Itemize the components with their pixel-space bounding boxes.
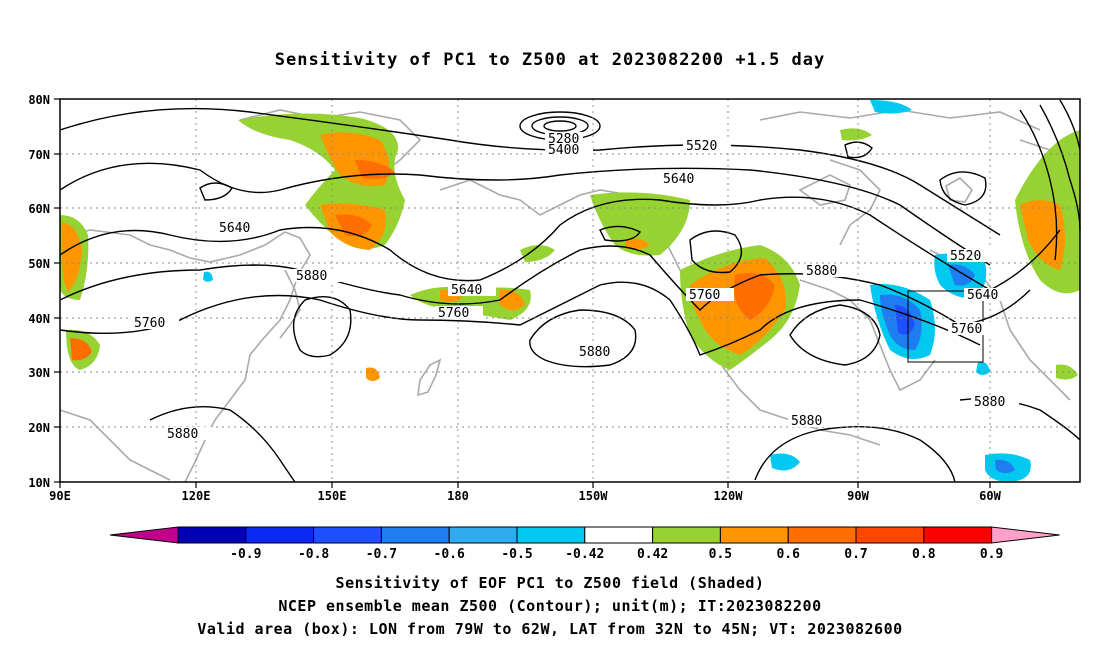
colorbar-swatch	[380, 526, 450, 544]
chart-title: Sensitivity of PC1 to Z500 at 2023082200…	[274, 50, 826, 70]
colorbar-label: -0.7	[366, 547, 397, 562]
colorbar-swatch	[245, 526, 315, 544]
contour-label: 5400	[548, 143, 579, 158]
caption-valid-area: Valid area (box): LON from 79W to 62W, L…	[197, 620, 903, 638]
contour-label: 5640	[663, 172, 694, 187]
colorbar-label: 0.42	[637, 547, 668, 562]
contour-label: 5640	[219, 221, 250, 236]
lon-label: 120W	[714, 489, 744, 503]
contour-label: 5640	[451, 283, 482, 298]
lat-label: 50N	[28, 257, 50, 271]
colorbar-swatch	[855, 526, 925, 544]
colorbar-label: 0.6	[776, 547, 800, 562]
contour-label: 5880	[791, 414, 822, 429]
gridlines	[60, 99, 1080, 482]
colorbar-swatch	[719, 526, 789, 544]
contour-label: 5760	[689, 288, 720, 303]
lon-label: 150W	[579, 489, 609, 503]
contour-label: 5760	[951, 322, 982, 337]
colorbar-label: -0.8	[298, 547, 329, 562]
lon-label: 90W	[847, 489, 869, 503]
lat-label: 40N	[28, 312, 50, 326]
contour-label: 5880	[296, 269, 327, 284]
caption-contour: NCEP ensemble mean Z500 (Contour); unit(…	[278, 597, 822, 615]
lat-label: 80N	[28, 93, 50, 107]
contour-label: 5760	[438, 306, 469, 321]
contour-label: 5880	[974, 395, 1005, 410]
colorbar-swatch	[584, 526, 654, 544]
colorbar-label: 0.7	[844, 547, 867, 562]
colorbar-label: -0.6	[434, 547, 465, 562]
lon-label: 120E	[182, 489, 211, 503]
lat-label: 10N	[28, 476, 50, 490]
lon-label: 90E	[49, 489, 71, 503]
colorbar-swatch	[177, 526, 247, 544]
contour-label: 5760	[134, 316, 165, 331]
lon-label: 150E	[318, 489, 347, 503]
colorbar-swatch	[652, 526, 721, 544]
colorbar-label: -0.42	[565, 547, 604, 562]
contour-label: 5880	[806, 264, 837, 279]
colorbar-label: -0.9	[230, 547, 261, 562]
colorbar-swatch	[787, 526, 857, 544]
colorbar-lower-extension	[109, 526, 179, 544]
contour-label: 5880	[579, 345, 610, 360]
lat-label: 20N	[28, 421, 50, 435]
map-frame	[59, 98, 1081, 483]
colorbar-swatch	[313, 526, 382, 544]
caption-shading: Sensitivity of EOF PC1 to Z500 field (Sh…	[335, 574, 765, 592]
contour-label: 5520	[686, 139, 717, 154]
colorbar-upper-extension	[991, 526, 1060, 544]
sensitivity-shading	[60, 100, 1080, 482]
axis-ticks	[54, 98, 991, 488]
contour-label: 5880	[167, 427, 198, 442]
colorbar-swatch	[516, 526, 586, 544]
lat-label: 60N	[28, 202, 50, 216]
colorbar-label: -0.5	[501, 547, 532, 562]
lon-label: 180	[447, 489, 469, 503]
colorbar-swatch	[448, 526, 518, 544]
lat-label: 30N	[28, 366, 50, 380]
colorbar-swatch	[923, 526, 993, 544]
colorbar: -0.9 -0.8 -0.7 -0.6 -0.5 -0.42 0.42 0.5 0.6 0.7 0.…	[109, 526, 1060, 562]
lon-label: 60W	[979, 489, 1001, 503]
colorbar-label: 0.5	[709, 547, 732, 562]
lat-label: 70N	[28, 148, 50, 162]
colorbar-label: 0.8	[912, 547, 936, 562]
contour-label: 5640	[967, 288, 998, 303]
colorbar-label: 0.9	[980, 547, 1003, 562]
contour-label: 5520	[950, 249, 981, 264]
contour-labels: 5280 5400 5520 5640 5640 5760 5880 5640 …	[131, 132, 1019, 442]
